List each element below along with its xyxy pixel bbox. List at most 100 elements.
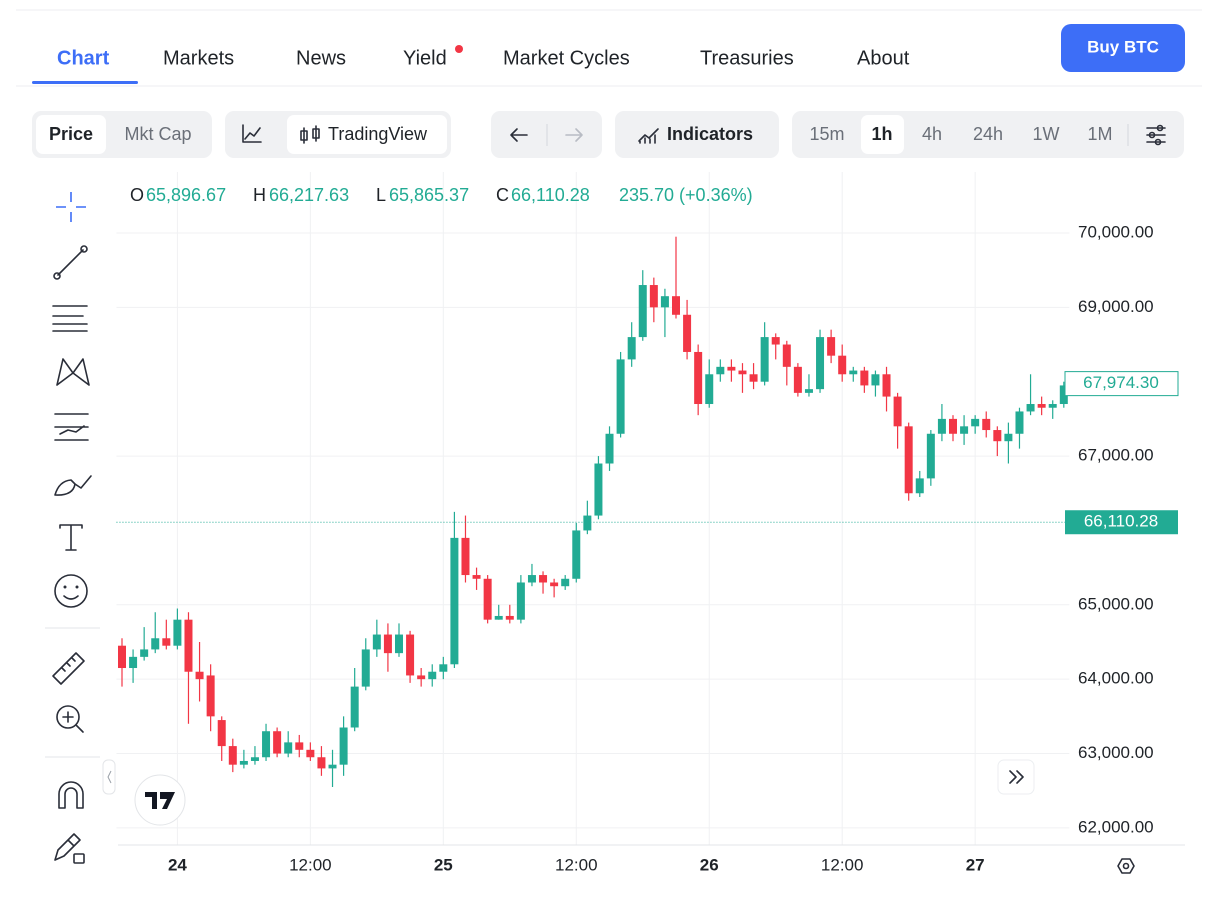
ruler-tool[interactable] — [52, 652, 85, 685]
candle-body — [638, 285, 647, 338]
candle-body — [1059, 385, 1068, 405]
trend-line-tool[interactable] — [57, 249, 84, 276]
nav-tab[interactable]: Market Cycles — [503, 47, 630, 69]
candle-body — [262, 731, 271, 758]
ohlc-value: 65,865.37 — [389, 185, 469, 205]
tv-logo-mark — [145, 792, 175, 809]
candle-body — [228, 746, 237, 765]
interval-option[interactable]: 4h — [922, 124, 942, 144]
buy-button[interactable] — [1061, 24, 1185, 72]
price-label: 66,110.28 — [1084, 512, 1158, 531]
fib-tool[interactable] — [52, 305, 88, 332]
candle-body — [616, 359, 625, 434]
candle-icon — [300, 125, 320, 144]
candle-body — [162, 638, 171, 646]
candle-body — [184, 619, 193, 672]
pattern-tool[interactable] — [56, 358, 90, 386]
candle-body — [1048, 404, 1057, 408]
candle-body — [782, 344, 791, 367]
candle-body — [250, 757, 259, 761]
candle-body — [350, 686, 359, 728]
interval-option[interactable]: 1W — [1033, 124, 1060, 144]
scroll-icon — [1009, 770, 1024, 784]
y-tick-label: 62,000.00 — [1078, 817, 1154, 836]
candle-body — [1004, 433, 1013, 442]
style-active[interactable] — [287, 115, 447, 154]
interval-active[interactable] — [861, 115, 904, 154]
candle-body — [871, 374, 880, 386]
settings-knob — [1156, 124, 1164, 132]
candle-body — [771, 337, 780, 345]
interval-option[interactable]: 1M — [1087, 124, 1112, 144]
x-tick-label: 12:00 — [289, 855, 332, 874]
nav-tab[interactable]: Markets — [163, 47, 234, 69]
candle-body — [594, 463, 603, 516]
candle-body — [583, 515, 592, 531]
emoji-eye — [63, 585, 67, 589]
collapse-handle[interactable] — [102, 759, 116, 795]
interval-option[interactable]: 24h — [973, 124, 1003, 144]
y-tick-label: 69,000.00 — [1078, 297, 1154, 316]
axis-settings-dot — [1122, 862, 1130, 870]
candle-body — [406, 634, 415, 676]
candle-body — [173, 619, 182, 646]
candle-body — [860, 370, 869, 386]
candle-body — [284, 742, 293, 754]
candle-body — [827, 337, 836, 356]
mode-active[interactable] — [36, 115, 106, 154]
candle-body — [339, 727, 348, 765]
candle-body — [937, 418, 946, 434]
candle-body — [395, 634, 403, 654]
text-tool[interactable] — [59, 524, 83, 551]
x-tick-label: 25 — [434, 855, 453, 874]
price-label: 67,974.30 — [1083, 373, 1159, 392]
candle-body — [949, 418, 957, 434]
candle-body — [849, 370, 858, 375]
brush-tool[interactable] — [54, 475, 92, 496]
candle-body — [328, 764, 337, 769]
ohlc-key: L — [376, 185, 386, 205]
candle-body — [273, 731, 282, 754]
magnet-tool[interactable] — [58, 781, 84, 809]
emoji-eye — [75, 585, 79, 589]
nav-tab[interactable]: Chart — [57, 47, 110, 69]
candle-body — [450, 537, 459, 665]
nav-tab[interactable]: About — [857, 47, 910, 69]
tool-dot — [53, 272, 61, 280]
candle-body — [439, 664, 448, 672]
tv-logo[interactable] — [134, 774, 186, 826]
interval-option[interactable]: 15m — [809, 124, 844, 144]
candle-body — [461, 537, 470, 576]
axis-settings[interactable] — [1117, 858, 1135, 874]
mode-option[interactable]: Mkt Cap — [124, 124, 191, 144]
lock-tool[interactable] — [54, 833, 81, 861]
redo[interactable] — [565, 128, 583, 142]
candle-body — [361, 649, 370, 687]
mode-option[interactable]: Price — [49, 124, 93, 144]
interval-option[interactable]: 1h — [871, 124, 892, 144]
zoom-tool[interactable] — [56, 705, 80, 729]
candle-body — [1026, 404, 1035, 412]
undo[interactable] — [510, 128, 528, 142]
indicators-button[interactable] — [615, 111, 779, 158]
candle-body — [428, 671, 437, 680]
candle-body — [683, 314, 692, 352]
candle-body — [838, 355, 847, 375]
crosshair-tool[interactable] — [56, 192, 86, 222]
line-icon[interactable] — [242, 124, 262, 143]
ohlc-value: 65,896.67 — [146, 185, 226, 205]
emoji-tool[interactable] — [54, 574, 88, 608]
nav-tab[interactable]: Treasuries — [700, 47, 794, 69]
price-label-box — [1065, 510, 1178, 535]
candle-body — [716, 366, 725, 375]
nav-tab[interactable]: News — [296, 47, 346, 69]
candle-body — [550, 582, 559, 587]
candle-body — [539, 575, 548, 583]
forecast-tool[interactable] — [54, 413, 89, 441]
nav-tab[interactable]: Yield — [403, 47, 447, 69]
tool-dot — [80, 245, 88, 253]
y-tick-label: 63,000.00 — [1078, 743, 1154, 762]
x-tick-label: 24 — [168, 855, 187, 874]
candle-body — [660, 296, 669, 308]
